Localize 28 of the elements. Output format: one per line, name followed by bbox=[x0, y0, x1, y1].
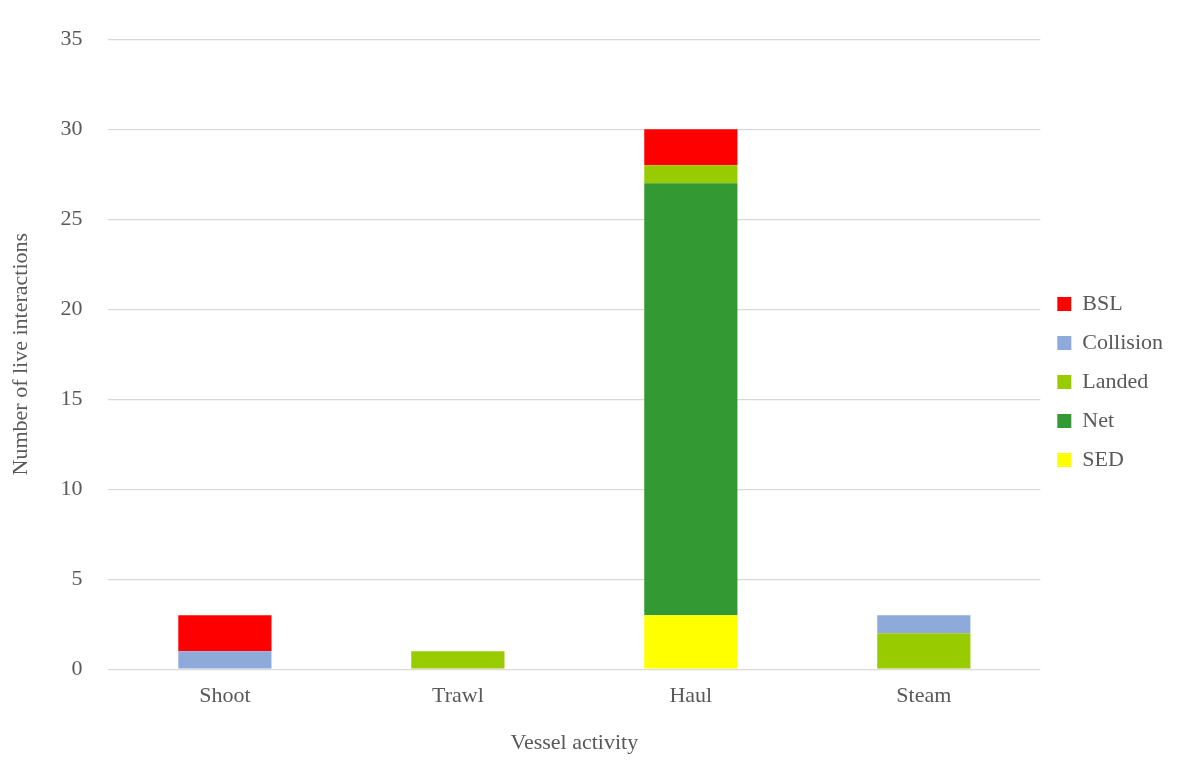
legend-label: SED bbox=[1082, 445, 1124, 471]
y-tick-label: 35 bbox=[60, 24, 83, 50]
y-tick-label: 30 bbox=[60, 114, 83, 140]
y-tick-label: 20 bbox=[60, 294, 83, 320]
y-tick-label: 5 bbox=[71, 564, 83, 590]
bar bbox=[178, 651, 272, 669]
bar bbox=[644, 129, 738, 166]
bar bbox=[877, 615, 971, 634]
x-tick-label: Trawl bbox=[431, 682, 484, 708]
bar bbox=[644, 183, 738, 616]
y-axis-title: Number of live interactions bbox=[6, 232, 32, 476]
legend-label: Net bbox=[1082, 406, 1115, 432]
x-axis-title: Vessel activity bbox=[510, 728, 639, 754]
legend-label: Landed bbox=[1082, 367, 1149, 393]
y-tick-label: 15 bbox=[60, 384, 83, 410]
legend-label: Collision bbox=[1082, 328, 1163, 354]
y-tick-label: 10 bbox=[60, 474, 83, 500]
y-tick-label: 25 bbox=[60, 204, 83, 230]
bar bbox=[644, 165, 738, 184]
x-tick-label: Steam bbox=[896, 682, 952, 708]
x-tick-label: Haul bbox=[669, 682, 713, 708]
legend-label: BSL bbox=[1082, 289, 1123, 315]
y-tick-label: 0 bbox=[71, 654, 83, 680]
bar bbox=[644, 615, 738, 669]
bar bbox=[178, 615, 272, 652]
bar bbox=[411, 651, 505, 669]
x-tick-label: Shoot bbox=[199, 682, 251, 708]
bar bbox=[877, 633, 971, 669]
